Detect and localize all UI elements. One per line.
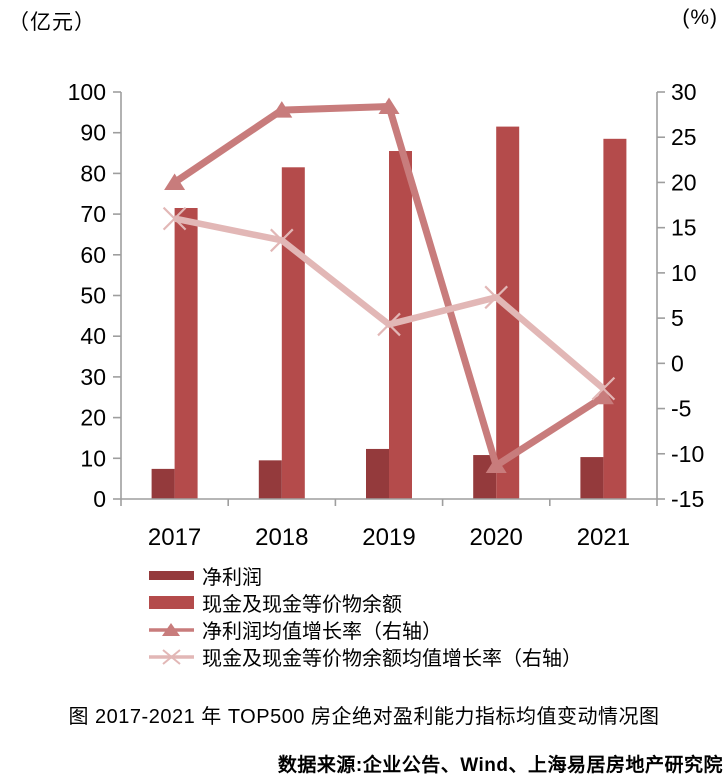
right-tick-label: 5 — [671, 305, 684, 331]
cash-balance-bar-swatch — [149, 596, 194, 609]
legend-item-cash-growth: 现金及现金等价物余额均值增长率（右轴） — [149, 643, 582, 670]
right-tick-label: 20 — [671, 169, 697, 195]
left-tick-label: 90 — [80, 120, 106, 146]
left-tick-label: 70 — [80, 201, 106, 227]
right-tick-label: 25 — [671, 124, 697, 150]
legend-label: 现金及现金等价物余额均值增长率（右轴） — [202, 648, 582, 670]
x-marker — [484, 285, 508, 310]
bar-series2-2018 — [281, 167, 305, 500]
legend-label: 现金及现金等价物余额 — [202, 594, 402, 616]
category-label: 2017 — [148, 524, 201, 551]
bar-series2-2017 — [174, 207, 198, 499]
triangle-marker — [485, 456, 507, 474]
right-tick-label: -15 — [671, 486, 704, 512]
category-label: 2021 — [577, 524, 630, 551]
left-tick-label: 30 — [80, 364, 106, 390]
bar-series1-2021 — [580, 457, 604, 499]
right-tick-label: 30 — [671, 79, 697, 105]
bar-series2-2021 — [603, 138, 627, 499]
right-tick-label: 0 — [671, 350, 684, 376]
combo-chart-canvas: 0 10 20 30 40 50 60 70 80 90 100 -15 -10 -5 0 5 10 15 20 25… — [68, 79, 705, 551]
triangle-marker — [378, 97, 400, 114]
chart-title: 图 2017-2021 年 TOP500 房企绝对盈利能力指标均值变动情况图 — [68, 706, 660, 728]
left-tick-label: 80 — [80, 160, 106, 186]
left-tick-label: 10 — [80, 445, 106, 471]
right-tick-label: 10 — [671, 260, 697, 286]
net-profit-bar-swatch — [149, 571, 194, 580]
bar-series2-2020 — [496, 126, 520, 499]
left-tick-label: 50 — [80, 283, 106, 309]
legend: 净利润 现金及现金等价物余额 净利润均值增长率（右轴） 现金及现金等价物余额均值… — [149, 562, 582, 670]
left-tick-label: 100 — [68, 79, 106, 105]
left-axis-unit-label: （亿元） — [8, 11, 96, 34]
x-marker — [162, 206, 187, 231]
bar-series1-2019 — [366, 448, 389, 499]
x-marker — [270, 228, 294, 253]
x-line-swatch — [149, 648, 194, 665]
bar-series1-2017 — [151, 468, 175, 499]
triangle-marker — [164, 173, 186, 190]
left-tick-label: 60 — [80, 242, 106, 268]
category-label: 2020 — [470, 524, 523, 551]
data-source: 数据来源:企业公告、Wind、上海易居房地产研究院 — [277, 755, 723, 776]
category-label: 2018 — [255, 524, 308, 551]
right-tick-label: -5 — [671, 396, 691, 422]
triangle-line-swatch — [149, 622, 194, 638]
bar-series2-2019 — [389, 151, 412, 499]
triangle-marker — [592, 387, 614, 405]
legend-label: 净利润 — [202, 567, 262, 589]
right-axis-unit-label: (%) — [682, 6, 718, 29]
category-label: 2019 — [362, 524, 415, 551]
right-tick-label: -10 — [671, 441, 704, 467]
legend-item-cash-balance: 现金及现金等价物余额 — [149, 589, 582, 616]
right-tick-label: 15 — [671, 215, 697, 241]
bar-series1-2018 — [258, 460, 282, 499]
legend-item-net-profit: 净利润 — [149, 562, 582, 589]
triangle-marker — [271, 101, 293, 118]
left-tick-label: 40 — [80, 323, 106, 349]
left-tick-label: 0 — [93, 486, 106, 512]
x-marker — [377, 312, 401, 337]
x-marker — [591, 376, 616, 401]
left-tick-label: 20 — [80, 405, 106, 431]
legend-label: 净利润均值增长率（右轴） — [202, 621, 442, 643]
legend-item-net-profit-growth: 净利润均值增长率（右轴） — [149, 616, 582, 643]
